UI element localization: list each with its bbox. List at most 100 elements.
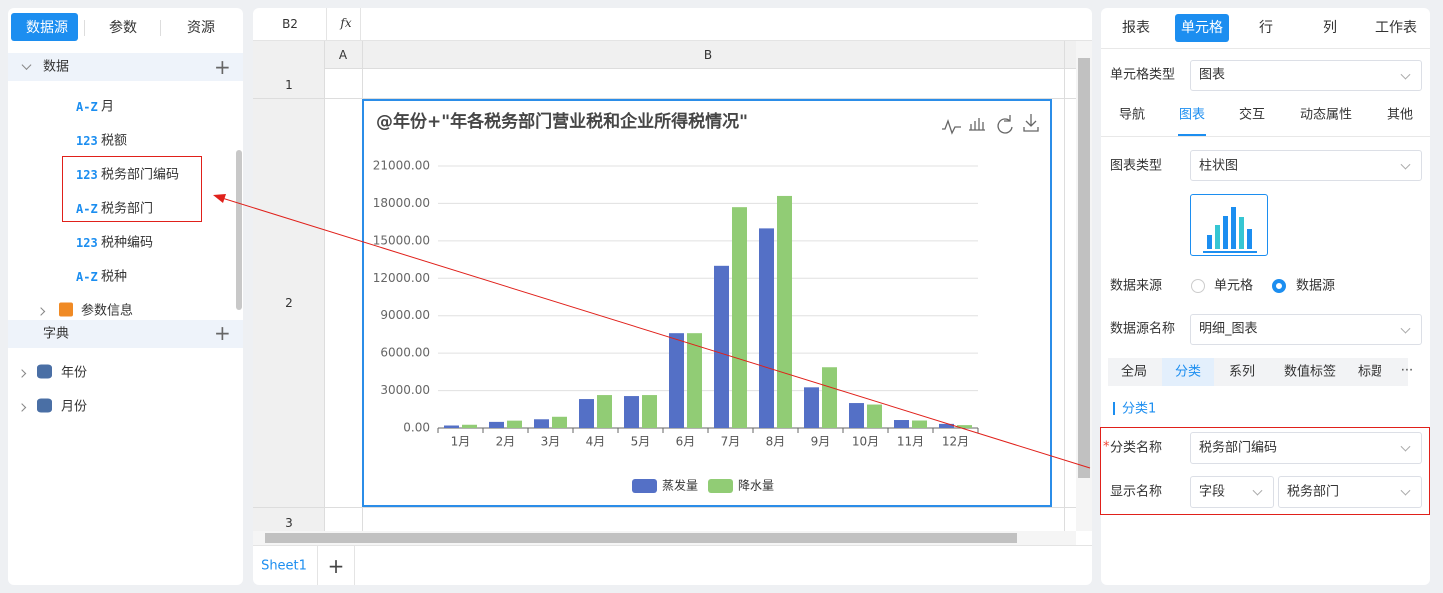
- row-header: 2: [285, 296, 293, 310]
- panel-tab[interactable]: 工作表: [1375, 20, 1417, 36]
- section-title[interactable]: 数据: [43, 59, 70, 75]
- sub-tab[interactable]: 导航: [1118, 107, 1146, 123]
- radio[interactable]: [1191, 279, 1205, 293]
- divider: [354, 546, 355, 585]
- more[interactable]: ···: [1400, 363, 1414, 379]
- radio-label[interactable]: 单元格: [1214, 278, 1254, 294]
- sub-tab[interactable]: 图表: [1178, 107, 1206, 123]
- column-header: B: [703, 48, 713, 62]
- select-value: 税务部门: [1287, 484, 1340, 500]
- field-name[interactable]: 税种编码: [101, 235, 154, 251]
- divider: [360, 8, 361, 40]
- config-tab[interactable]: 标题: [1358, 364, 1381, 380]
- sub-tab[interactable]: 交互: [1238, 107, 1266, 123]
- divider: [84, 20, 85, 36]
- scrollbar[interactable]: [236, 150, 242, 310]
- x-tick-label: 2月: [496, 435, 516, 449]
- db-icon: [37, 398, 52, 416]
- add-sheet[interactable]: +: [327, 554, 345, 578]
- cell-type-select[interactable]: [1190, 60, 1422, 91]
- chart-type-select[interactable]: [1190, 150, 1422, 181]
- divider: [253, 545, 1092, 546]
- legend-label: 蒸发量: [662, 478, 698, 493]
- bar: [939, 423, 954, 428]
- field-label: 显示名称: [1110, 484, 1163, 500]
- h-scroll-thumb[interactable]: [265, 533, 1017, 543]
- chart-type-icon[interactable]: [1190, 194, 1268, 256]
- bar: [642, 395, 657, 428]
- y-tick-label: 9000.00: [380, 308, 430, 322]
- divider: [1101, 48, 1430, 49]
- col-border: [1064, 41, 1065, 531]
- bar: [489, 421, 504, 428]
- field-type-icon: 123: [76, 236, 98, 250]
- add-icon: +: [214, 321, 231, 345]
- panel-tab[interactable]: 单元格: [1181, 20, 1223, 36]
- config-tab-active[interactable]: [1162, 358, 1214, 386]
- x-tick-label: 6月: [676, 435, 696, 449]
- panel-tab[interactable]: 行: [1259, 20, 1273, 36]
- row-header: 3: [285, 516, 293, 530]
- sub-tab[interactable]: 动态属性: [1299, 107, 1353, 123]
- bar: [804, 387, 819, 428]
- config-tab[interactable]: 数值标签: [1283, 364, 1337, 380]
- display-field-select[interactable]: [1278, 476, 1422, 508]
- bar: [507, 420, 522, 428]
- select-value: 图表: [1199, 67, 1226, 83]
- section-title[interactable]: 字典: [43, 326, 70, 342]
- bar: [669, 333, 684, 428]
- display-mode-select[interactable]: [1190, 476, 1274, 508]
- tab-active-bg[interactable]: [11, 13, 78, 41]
- x-tick-label: 10月: [852, 435, 879, 449]
- toolbox[interactable]: [942, 114, 1039, 135]
- field-name[interactable]: 月: [101, 99, 115, 115]
- field-name[interactable]: 税务部门编码: [101, 167, 180, 183]
- divider: [160, 20, 161, 36]
- field-name[interactable]: 税务部门: [101, 201, 154, 217]
- tab-active-bg[interactable]: [1175, 14, 1229, 42]
- radio-checked[interactable]: [1272, 279, 1286, 293]
- chevron: [36, 305, 46, 318]
- add-icon: +: [214, 55, 231, 79]
- field-name[interactable]: 税种: [101, 269, 128, 285]
- panel-tab[interactable]: 列: [1323, 20, 1337, 36]
- config-tab[interactable]: 分类: [1174, 364, 1202, 380]
- dict-name[interactable]: 年份: [61, 365, 88, 381]
- subtab-underline: [1178, 134, 1206, 136]
- config-tab-clip: 标题: [1356, 358, 1381, 386]
- sub-tab[interactable]: 其他: [1386, 107, 1414, 123]
- panel-tab[interactable]: 参数: [109, 20, 137, 36]
- divider: [1101, 136, 1430, 137]
- bar: [777, 195, 792, 428]
- divider: [317, 546, 318, 585]
- group-icon: [59, 302, 73, 320]
- panel-tab[interactable]: 报表: [1122, 20, 1150, 36]
- section-header: [8, 320, 243, 348]
- bar-icon: [1203, 207, 1257, 253]
- row-border: [253, 98, 1076, 99]
- select-value: 字段: [1199, 484, 1226, 500]
- section-bar: [1113, 402, 1115, 415]
- bar: [444, 425, 459, 428]
- field-label: 图表类型: [1110, 158, 1163, 174]
- config-tab[interactable]: 全局: [1120, 364, 1148, 380]
- radio-label[interactable]: 数据源: [1296, 278, 1336, 294]
- chevron: [21, 59, 32, 72]
- config-tab[interactable]: 系列: [1228, 364, 1256, 380]
- bar: [597, 395, 612, 428]
- group-name[interactable]: 参数信息: [81, 303, 134, 319]
- chart-title: @年份+"年各税务部门营业税和企业所得税情况": [376, 111, 748, 132]
- field-type-icon: A-Z: [76, 202, 98, 216]
- v-scroll-thumb[interactable]: [1078, 58, 1090, 478]
- chevron: [17, 367, 27, 380]
- panel-tab[interactable]: 数据源: [26, 20, 68, 36]
- sheet-tab[interactable]: Sheet1: [261, 558, 307, 574]
- field-type-icon: A-Z: [76, 100, 98, 114]
- datasource-select[interactable]: [1190, 314, 1422, 345]
- field-name[interactable]: 税额: [101, 133, 128, 149]
- dict-name[interactable]: 月份: [61, 399, 88, 415]
- panel-tab[interactable]: 资源: [187, 20, 215, 36]
- legend-label: 降水量: [738, 479, 774, 493]
- y-tick-label: 6000.00: [380, 346, 430, 360]
- category-select[interactable]: [1190, 432, 1422, 464]
